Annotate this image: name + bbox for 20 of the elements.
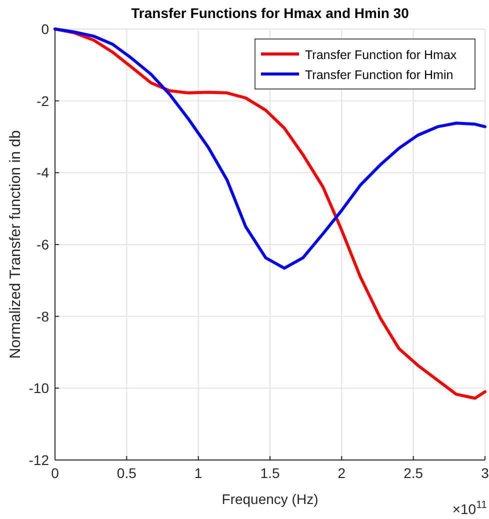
y-tick-label: -6: [36, 236, 50, 252]
y-axis-title: Normalized Transfer function in db: [7, 130, 24, 359]
x-tick-label: 0: [51, 465, 60, 481]
y-tick-label: -4: [36, 164, 50, 181]
x-tick-label: 1.5: [260, 465, 280, 481]
chart-title: Transfer Functions for Hmax and Hmin 30: [131, 5, 410, 21]
x-tick-label: 3: [481, 465, 489, 481]
y-tick-label: -2: [36, 92, 50, 109]
x-tick-label: 1: [194, 465, 202, 481]
x-tick-label: 2.5: [404, 465, 424, 481]
legend-label: Transfer Function for Hmax: [305, 48, 458, 62]
text: ×10$^{11}$: [452, 499, 488, 517]
y-tick-label: -10: [28, 380, 50, 396]
y-tick-label: 0: [41, 21, 50, 37]
x-tick-label: 0.5: [116, 465, 137, 481]
x-tick-label: 2: [338, 465, 346, 481]
x-axis-title: Frequency (Hz): [222, 491, 318, 507]
y-tick-label: -8: [36, 308, 50, 324]
y-tick-label: -12: [28, 452, 50, 468]
legend-label: Transfer Function for Hmin: [305, 68, 454, 82]
